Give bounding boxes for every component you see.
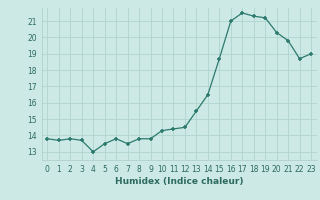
X-axis label: Humidex (Indice chaleur): Humidex (Indice chaleur) <box>115 177 244 186</box>
